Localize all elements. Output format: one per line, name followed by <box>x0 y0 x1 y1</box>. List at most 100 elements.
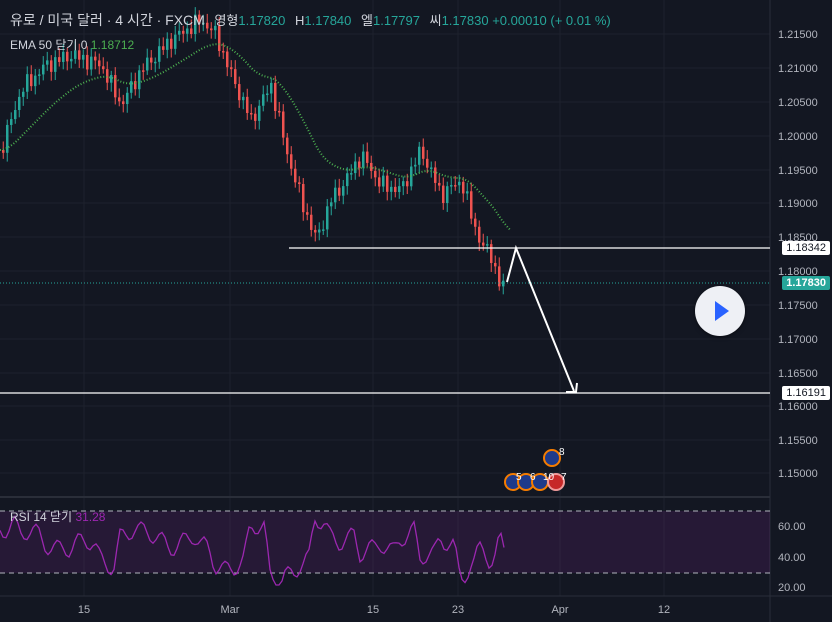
candle-body <box>198 14 201 24</box>
candle-body <box>478 226 481 243</box>
candle-body <box>214 25 217 31</box>
candle-body <box>54 57 57 72</box>
time-axis[interactable]: 15 Mar 15 23 Apr 12 <box>78 604 670 616</box>
candle-body <box>314 229 317 233</box>
candle-body <box>266 93 269 96</box>
candle-body <box>22 91 25 97</box>
candle-body <box>458 181 461 186</box>
candle-body <box>6 124 9 153</box>
rsi-tick: 60.00 <box>778 521 806 533</box>
candle-body <box>142 70 145 72</box>
candle-body <box>246 96 249 113</box>
candle-body <box>210 28 213 31</box>
candle-body <box>118 97 121 102</box>
candle-body <box>78 50 81 60</box>
rsi-value: 31.28 <box>75 510 106 524</box>
candle-body <box>346 173 349 187</box>
open-label: 영형 <box>214 13 239 28</box>
candle-body <box>398 186 401 193</box>
current-price-tag[interactable]: 1.17830 <box>782 276 830 290</box>
candle-body <box>434 167 437 183</box>
candle-body <box>178 30 181 35</box>
candle-body <box>74 50 77 59</box>
candle-body <box>446 186 449 203</box>
rsi-legend[interactable]: RSI 14 닫기 31.28 <box>10 508 105 525</box>
candle-body <box>482 242 485 246</box>
candle-body <box>318 229 321 233</box>
rsi-label: RSI 14 닫기 <box>10 510 73 524</box>
event-count: 10 <box>543 472 555 483</box>
candle-body <box>386 175 389 192</box>
price-tick: 1.21500 <box>778 29 818 41</box>
time-tick: Mar <box>221 604 240 616</box>
candle-body <box>378 177 381 187</box>
candle-body <box>330 202 333 207</box>
rsi-line <box>0 515 505 586</box>
candle-body <box>382 175 385 187</box>
candle-body <box>26 74 29 92</box>
candle-body <box>66 51 69 62</box>
candle-body <box>174 34 177 49</box>
candle-body <box>166 38 169 50</box>
candle-body <box>374 170 377 178</box>
target-price-tag[interactable]: 1.16191 <box>782 386 830 400</box>
symbol-title: 유로 / 미국 달러 · 4 시간 · FXCM <box>10 12 205 28</box>
candle-body <box>502 280 505 287</box>
candle-body <box>162 46 165 50</box>
candle-body <box>2 150 5 153</box>
candle-body <box>462 181 465 194</box>
ema-line <box>0 43 511 231</box>
candle-body <box>406 181 409 187</box>
candle-body <box>470 191 473 219</box>
candle-body <box>278 110 281 113</box>
price-tick: 1.16000 <box>778 401 818 413</box>
projection-arrow[interactable] <box>506 244 575 392</box>
price-tick: 1.17500 <box>778 300 818 312</box>
candle-body <box>206 22 209 29</box>
candle-body <box>338 187 341 196</box>
price-axis[interactable]: 1.21500 1.21000 1.20500 1.20000 1.19500 … <box>778 29 818 594</box>
candle-body <box>414 164 417 167</box>
candle-body <box>38 74 41 76</box>
candle-body <box>222 51 225 53</box>
candle-body <box>226 51 229 68</box>
event-markers[interactable]: 5 6 10 7 8 <box>504 447 567 491</box>
candle-body <box>114 75 117 98</box>
candle-body <box>286 137 289 155</box>
candle-body <box>194 14 197 35</box>
event-count: 8 <box>559 447 565 458</box>
candle-body <box>254 113 257 121</box>
candle-body <box>62 51 65 62</box>
candle-body <box>402 181 405 187</box>
candle-body <box>450 185 453 187</box>
rsi-band <box>0 511 770 573</box>
price-tick: 1.15000 <box>778 468 818 480</box>
candle-body <box>50 60 53 72</box>
candle-body <box>366 151 369 163</box>
candle-body <box>290 154 293 169</box>
candle-body <box>138 70 141 90</box>
ema-legend[interactable]: EMA 50 닫기 0 1.18712 <box>10 36 134 53</box>
play-button[interactable] <box>695 286 745 336</box>
resistance-price-tag[interactable]: 1.18342 <box>782 241 830 255</box>
candle-body <box>242 96 245 101</box>
candle-body <box>202 22 205 25</box>
candle-body <box>158 46 161 62</box>
candle-body <box>98 60 101 67</box>
candle-body <box>82 54 85 60</box>
candle-body <box>42 64 45 75</box>
candle-body <box>454 185 457 187</box>
candle-body <box>230 67 233 70</box>
candle-body <box>18 96 21 111</box>
candle-body <box>234 69 237 85</box>
candle-body <box>130 81 133 93</box>
close-label: 씨 <box>429 13 442 28</box>
symbol-legend[interactable]: 유로 / 미국 달러 · 4 시간 · FXCM 영형1.17820 H1.17… <box>10 10 611 30</box>
candle-body <box>258 105 261 121</box>
candle-body <box>122 101 125 105</box>
price-tick: 1.17000 <box>778 334 818 346</box>
ema-label: EMA 50 닫기 0 <box>10 38 88 52</box>
candle-body <box>358 161 361 168</box>
candle-body <box>150 57 153 63</box>
